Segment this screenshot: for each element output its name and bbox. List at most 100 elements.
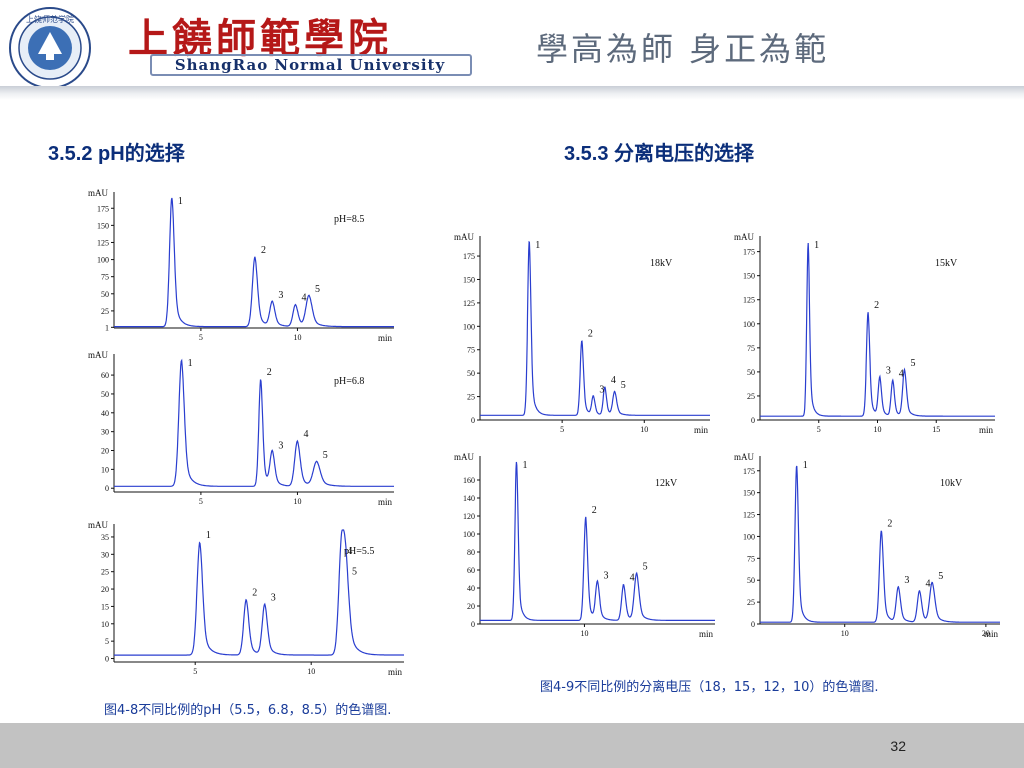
y-tick-label: 125 [743, 296, 755, 305]
page-number: 32 [890, 738, 906, 754]
section-title-ph: 3.5.2 pH的选择 [48, 143, 185, 165]
x-tick-label: 5 [199, 497, 203, 506]
y-axis-unit: mAU [454, 452, 475, 462]
peak-label-2: 2 [588, 328, 593, 339]
y-tick-label: 100 [743, 532, 755, 541]
y-tick-label: 100 [743, 320, 755, 329]
peak-label-4: 4 [899, 369, 904, 380]
section-title-voltage: 3.5.3 分离电压的选择 [564, 143, 755, 165]
y-tick-label: 0 [105, 655, 109, 664]
peak-label-3: 3 [271, 593, 276, 604]
figure-caption-ph: 图4-8不同比例的pH（5.5，6.8，8.5）的色谱图. [104, 703, 392, 718]
y-tick-label: 80 [467, 548, 475, 557]
peak-label-2: 2 [252, 587, 257, 598]
y-tick-label: 150 [743, 272, 755, 281]
x-tick-label: 10 [293, 497, 301, 506]
peak-label-2: 2 [887, 518, 892, 529]
x-axis-unit: min [694, 425, 709, 435]
university-name-en: ShangRao Normal University [174, 56, 446, 74]
y-tick-label: 50 [747, 368, 755, 377]
peak-label-4: 4 [926, 579, 931, 590]
x-tick-label: 15 [932, 425, 940, 434]
y-axis-unit: mAU [88, 188, 109, 198]
y-tick-label: 120 [463, 512, 475, 521]
peak-label-3: 3 [278, 290, 283, 301]
y-tick-label: 100 [97, 256, 109, 265]
x-tick-label: 20 [982, 629, 990, 638]
y-axis-unit: mAU [88, 350, 109, 360]
y-tick-label: 50 [467, 369, 475, 378]
x-tick-label: 5 [560, 425, 564, 434]
peak-label-4: 4 [302, 293, 307, 304]
condition-label: 12kV [655, 478, 678, 489]
university-name-frame [150, 54, 472, 76]
university-logo: 上饶师范学院 [9, 7, 91, 89]
condition-label: 10kV [940, 478, 963, 489]
x-tick-label: 10 [841, 629, 849, 638]
peak-label-3: 3 [604, 571, 609, 582]
peak-label-3: 3 [886, 366, 891, 377]
y-tick-label: 30 [101, 550, 109, 559]
banner-stripe [0, 86, 1024, 100]
y-tick-label: 50 [101, 390, 109, 399]
x-tick-label: 10 [874, 425, 882, 434]
y-axis-unit: mAU [454, 232, 475, 242]
peak-label-4: 4 [303, 429, 308, 440]
peak-label-2: 2 [267, 367, 272, 378]
y-tick-label: 0 [105, 484, 109, 493]
peak-label-5: 5 [643, 562, 648, 573]
chromatogram-10kv: 0 25 50 75 100 125 150 175 10 20 mAU min 1 2 3 45 10kV [734, 452, 1000, 639]
y-tick-label: 150 [463, 275, 475, 284]
y-axis-unit: mAU [734, 452, 755, 462]
y-tick-label: 40 [467, 584, 475, 593]
chromatogram-trace [480, 240, 710, 416]
peak-label-2: 2 [874, 300, 879, 311]
x-axis-unit: min [984, 629, 999, 639]
y-tick-label: 100 [463, 322, 475, 331]
y-tick-label: 175 [463, 252, 475, 261]
peak-label-4: 4 [630, 572, 635, 583]
y-tick-label: 5 [105, 637, 109, 646]
peak-label-1: 1 [523, 460, 528, 471]
peak-label-1: 1 [206, 530, 211, 541]
y-tick-label: 175 [97, 204, 109, 213]
x-axis-unit: min [388, 667, 403, 677]
x-axis-unit: min [979, 425, 994, 435]
y-tick-label: 125 [743, 511, 755, 520]
chromatogram-trace [480, 461, 715, 621]
peak-label-4: 4 [347, 546, 352, 557]
figure-caption-voltage: 图4-9不同比例的分离电压（18，15，12，10）的色谱图. [540, 680, 879, 695]
peak-label-5: 5 [323, 450, 328, 461]
peak-label-4: 4 [611, 375, 616, 386]
svg-text:上饶师范学院: 上饶师范学院 [26, 14, 74, 24]
peak-label-5: 5 [352, 567, 357, 578]
y-tick-label: 0 [751, 416, 755, 425]
y-tick-label: 175 [743, 248, 755, 257]
y-tick-label: 0 [471, 416, 475, 425]
x-tick-label: 5 [193, 667, 197, 676]
x-tick-label: 10 [580, 629, 588, 638]
condition-label: pH=6.8 [334, 376, 364, 387]
y-axis-unit: mAU [88, 520, 109, 530]
peak-label-1: 1 [178, 196, 183, 207]
y-tick-label: 160 [463, 476, 475, 485]
y-tick-label: 20 [467, 602, 475, 611]
y-tick-label: 20 [101, 585, 109, 594]
y-tick-label: 75 [101, 273, 109, 282]
university-name-cn: 上饒師範學院 [128, 15, 392, 62]
y-tick-label: 15 [101, 602, 109, 611]
footer-bar: 32 [0, 723, 1024, 768]
chromatogram-trace [114, 358, 394, 487]
y-tick-label: 25 [101, 307, 109, 316]
condition-label: pH=5.5 [344, 546, 374, 557]
condition-label: 15kV [935, 258, 958, 269]
x-tick-label: 10 [640, 425, 648, 434]
peak-label-1: 1 [803, 460, 808, 471]
y-tick-label: 35 [101, 533, 109, 542]
peak-label-5: 5 [621, 380, 626, 391]
peak-label-3: 3 [278, 440, 283, 451]
x-tick-label: 5 [199, 333, 203, 342]
y-tick-label: 175 [743, 467, 755, 476]
